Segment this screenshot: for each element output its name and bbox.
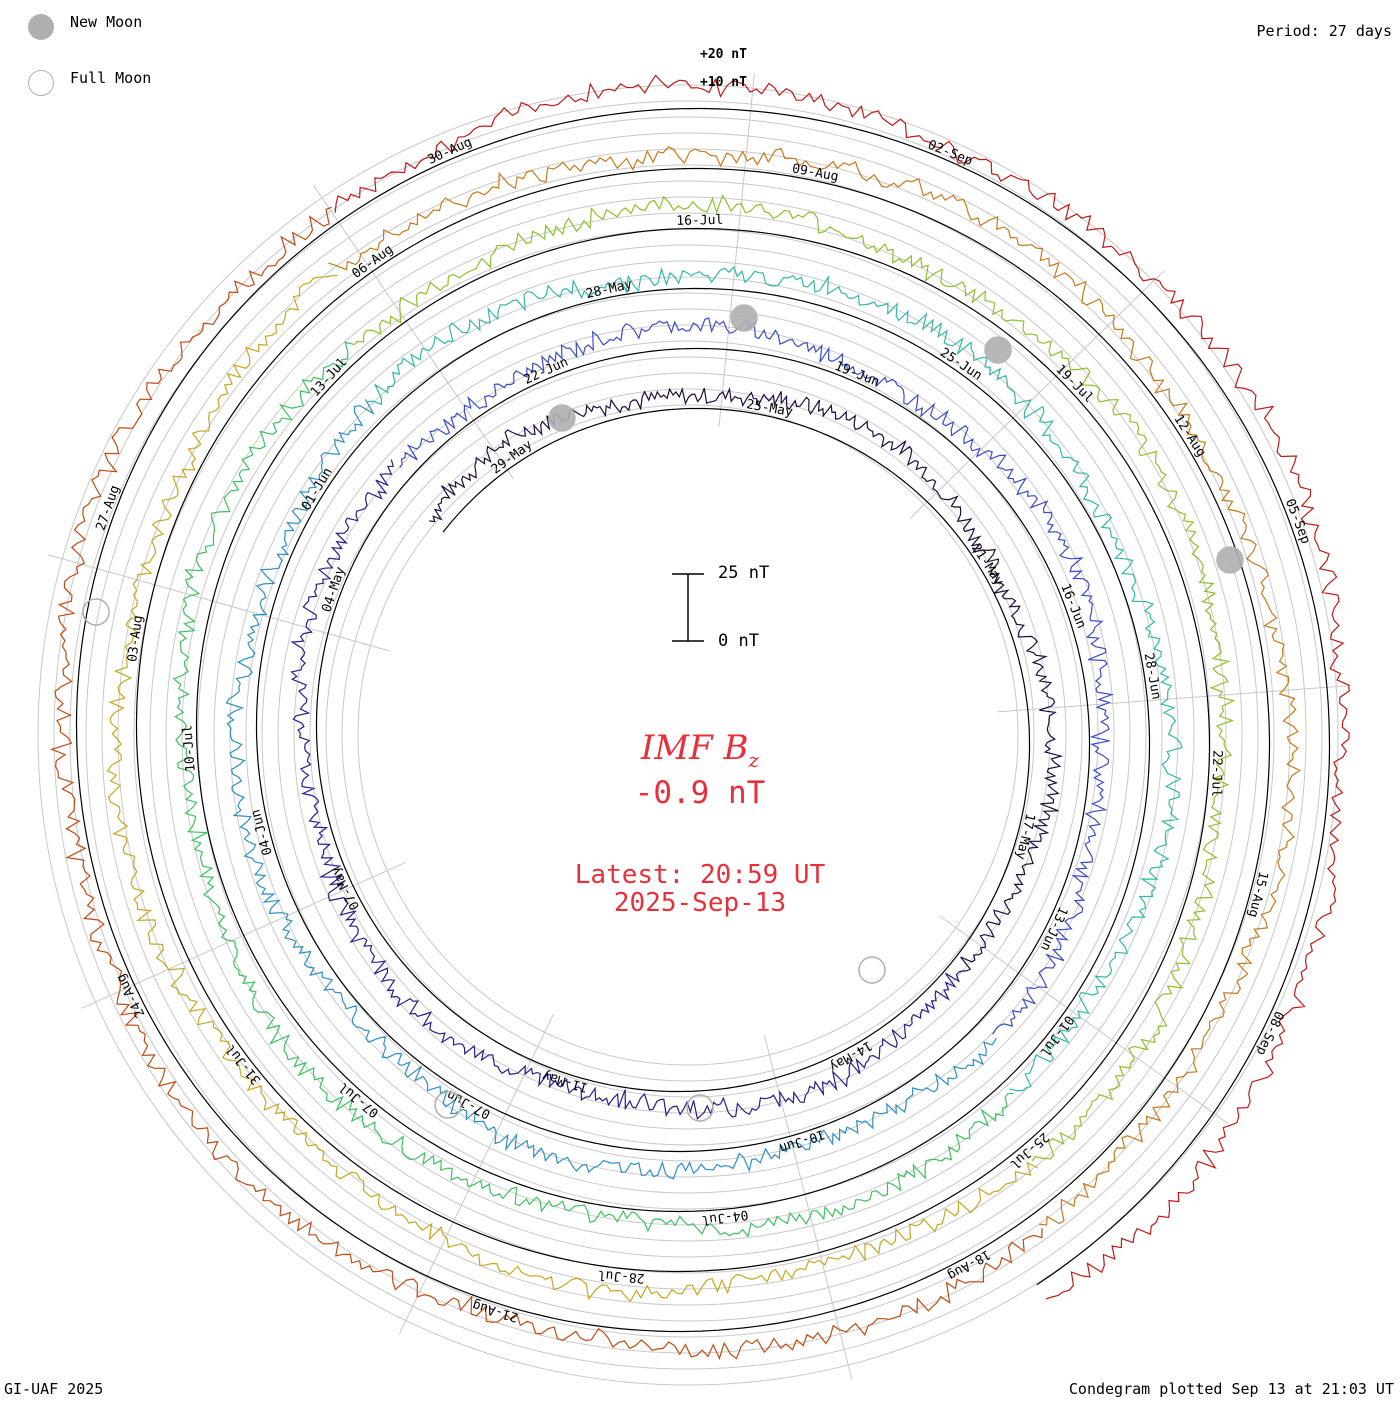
grid-ring xyxy=(165,212,1211,1258)
grid-spoke xyxy=(997,684,1352,713)
new-moon-marker xyxy=(984,336,1012,364)
grid-spoke xyxy=(718,73,755,427)
date-label: 21-May xyxy=(968,541,1007,589)
series-trace-5 xyxy=(367,265,1183,1092)
series-trace-8 xyxy=(106,274,1039,1303)
full-moon-marker xyxy=(434,1091,462,1119)
scale-bar-top-label: 25 nT xyxy=(718,563,770,583)
date-label: 07-Jul xyxy=(336,1079,382,1120)
date-label: 17-May xyxy=(1012,812,1037,861)
grid-ring xyxy=(213,260,1163,1210)
grid-spoke xyxy=(47,554,390,652)
date-label: 04-Jul xyxy=(701,1207,749,1228)
grid-ring xyxy=(37,84,1339,1386)
series-trace-6 xyxy=(172,341,1014,1238)
grid-ring xyxy=(85,132,1291,1338)
date-label: 30-Aug xyxy=(425,135,474,168)
full-moon-label: Full Moon xyxy=(70,69,152,87)
latest-date: 2025-Sep-13 xyxy=(613,888,787,918)
title-subscript: z xyxy=(748,747,760,772)
full-moon-legend-icon xyxy=(28,70,54,96)
date-label: 16-Jul xyxy=(676,213,723,229)
grid-ring xyxy=(245,292,1131,1178)
series-trace-4 xyxy=(225,399,997,1180)
grid-spoke xyxy=(939,915,1229,1124)
date-label: 04-May xyxy=(319,565,348,614)
grid-ring xyxy=(133,180,1243,1290)
latest-time: Latest: 20:59 UT xyxy=(574,860,826,890)
new-moon-legend-icon xyxy=(28,14,54,40)
grid-spoke xyxy=(909,270,1165,519)
date-label: 11-May xyxy=(540,1067,589,1094)
new-moon-label: New Moon xyxy=(70,13,143,31)
grid-ring xyxy=(293,340,1083,1130)
series-trace-3 xyxy=(399,317,1115,1035)
grid-ring xyxy=(357,404,1019,1066)
current-value: -0.9 nT xyxy=(634,775,766,811)
date-label: 21-Aug xyxy=(471,1297,520,1325)
date-label: 12-Aug xyxy=(1170,412,1208,460)
series-trace-9 xyxy=(328,146,1302,1226)
grid-ring xyxy=(149,196,1227,1274)
grid-ring xyxy=(117,164,1259,1306)
date-label: 19-Jun xyxy=(832,359,881,390)
scale-bar-bottom-label: 0 nT xyxy=(718,631,759,651)
footer-left: GI-UAF 2025 xyxy=(4,1380,104,1398)
ring-scale-20: +20 nT xyxy=(700,47,747,62)
spiral-baseline xyxy=(75,107,1331,1333)
full-moon-marker xyxy=(82,598,110,626)
grid-ring xyxy=(261,308,1115,1162)
date-label: 28-May xyxy=(585,277,634,302)
grid-ring xyxy=(101,148,1275,1322)
full-moon-marker xyxy=(858,956,886,984)
chart-title: IMF Bz xyxy=(0,728,1400,772)
grid-ring xyxy=(69,116,1307,1354)
grid-ring xyxy=(341,388,1035,1082)
series-trace-2 xyxy=(290,459,960,1121)
series-trace-11 xyxy=(334,74,1350,1300)
date-label: 31-Jul xyxy=(223,1041,264,1087)
date-label: 05-Sep xyxy=(1282,497,1313,546)
date-label: 03-Aug xyxy=(125,614,146,663)
grid-spoke xyxy=(398,1014,554,1335)
date-label: 28-Jul xyxy=(597,1267,645,1286)
date-label: 16-Jun xyxy=(1057,582,1088,631)
date-label: 29-May xyxy=(489,437,536,477)
period-label: Period: 27 days xyxy=(1256,22,1392,40)
date-label: 19-Jul xyxy=(1052,362,1096,406)
ring-scale-10: +10 nT xyxy=(700,75,747,90)
series-trace-10 xyxy=(49,206,1043,1361)
grid-spoke xyxy=(763,1035,853,1380)
date-label: 25-Jul xyxy=(1007,1129,1052,1172)
date-label: 22-Jun xyxy=(522,355,571,388)
footer-right: Condegram plotted Sep 13 at 21:03 UT xyxy=(1068,1380,1394,1398)
full-moon-marker xyxy=(686,1094,714,1122)
date-label: 01-Jun xyxy=(299,465,336,513)
title-main: IMF B xyxy=(640,728,749,768)
series-trace-7 xyxy=(353,194,1236,1162)
date-label: 10-Jul xyxy=(180,724,198,772)
date-label: 10-Jun xyxy=(777,1126,826,1155)
date-label: 22-Jul xyxy=(1208,750,1224,797)
date-label: 01-Jul xyxy=(1037,1012,1077,1059)
grid-spoke xyxy=(313,185,514,480)
new-moon-marker xyxy=(1216,546,1244,574)
new-moon-marker xyxy=(730,304,758,332)
new-moon-marker xyxy=(548,404,576,432)
grid-ring xyxy=(53,100,1323,1370)
